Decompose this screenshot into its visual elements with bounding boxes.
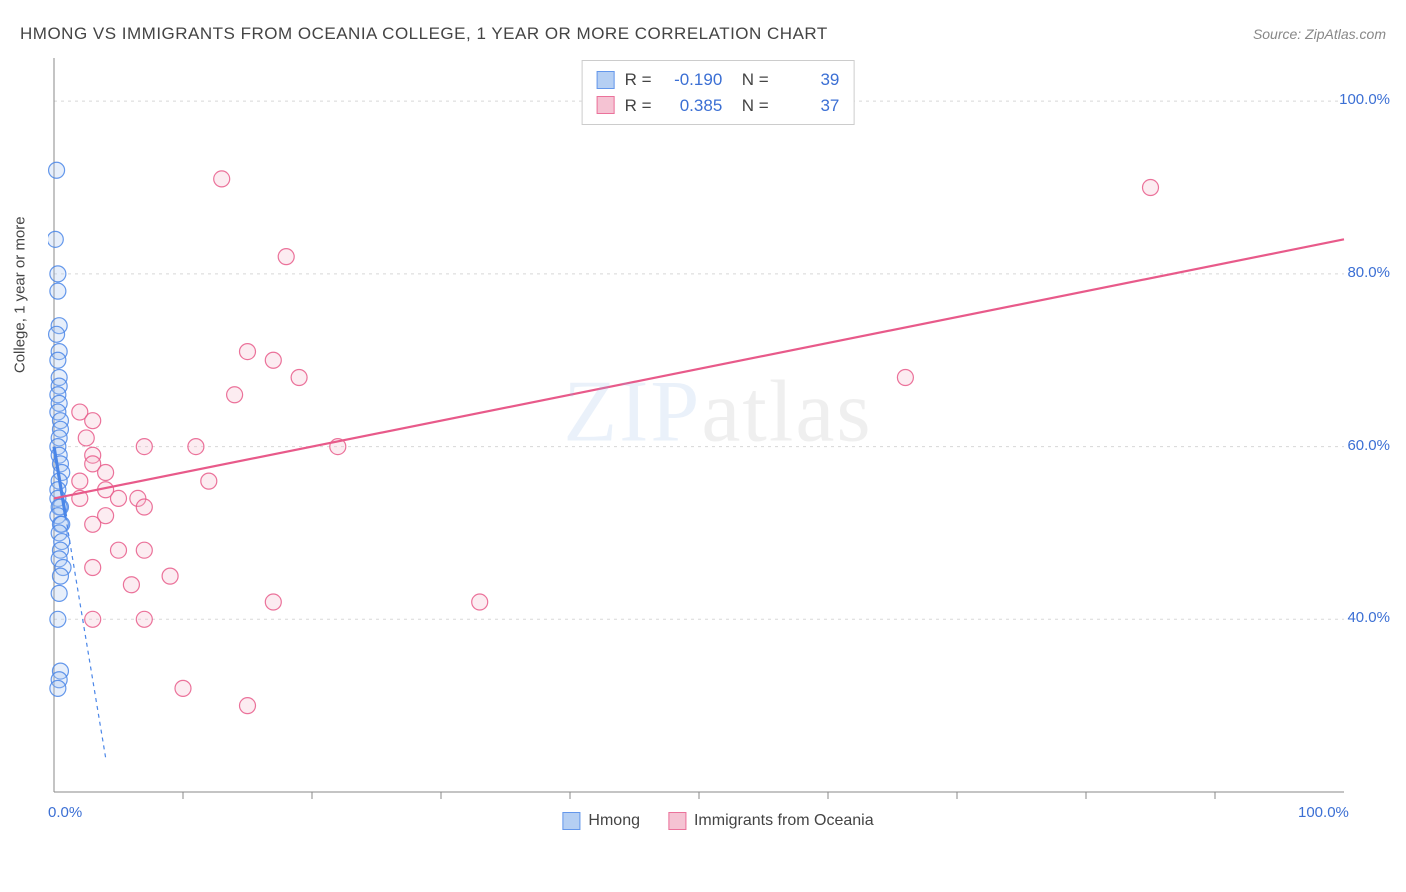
y-tick-label: 40.0% [1347, 609, 1390, 626]
title-bar: HMONG VS IMMIGRANTS FROM OCEANIA COLLEGE… [20, 24, 1386, 44]
legend-item-oceania: Immigrants from Oceania [668, 812, 874, 830]
r-value-hmong: -0.190 [666, 67, 722, 93]
n-value-oceania: 37 [783, 93, 839, 119]
y-axis-label: College, 1 year or more [12, 216, 29, 373]
legend-label-hmong: Hmong [588, 812, 640, 830]
swatch-oceania [597, 96, 615, 114]
swatch-oceania-icon [668, 812, 686, 830]
legend-label-oceania: Immigrants from Oceania [694, 812, 874, 830]
swatch-hmong-icon [562, 812, 580, 830]
legend-row-oceania: R = 0.385 N = 37 [597, 93, 840, 119]
y-tick-label: 80.0% [1347, 264, 1390, 281]
source-attribution: Source: ZipAtlas.com [1253, 26, 1386, 42]
x-tick-label: 0.0% [48, 804, 82, 821]
chart-area: College, 1 year or more ZIPatlas R = -0.… [48, 58, 1388, 828]
series-legend: Hmong Immigrants from Oceania [562, 812, 873, 830]
correlation-legend: R = -0.190 N = 39 R = 0.385 N = 37 [582, 60, 855, 125]
legend-item-hmong: Hmong [562, 812, 640, 830]
r-value-oceania: 0.385 [666, 93, 722, 119]
swatch-hmong [597, 71, 615, 89]
n-value-hmong: 39 [783, 67, 839, 93]
x-tick-label: 100.0% [1298, 804, 1349, 821]
legend-row-hmong: R = -0.190 N = 39 [597, 67, 840, 93]
y-tick-label: 100.0% [1339, 91, 1390, 108]
chart-title: HMONG VS IMMIGRANTS FROM OCEANIA COLLEGE… [20, 24, 828, 44]
scatter-plot [48, 58, 1388, 828]
y-tick-label: 60.0% [1347, 437, 1390, 454]
